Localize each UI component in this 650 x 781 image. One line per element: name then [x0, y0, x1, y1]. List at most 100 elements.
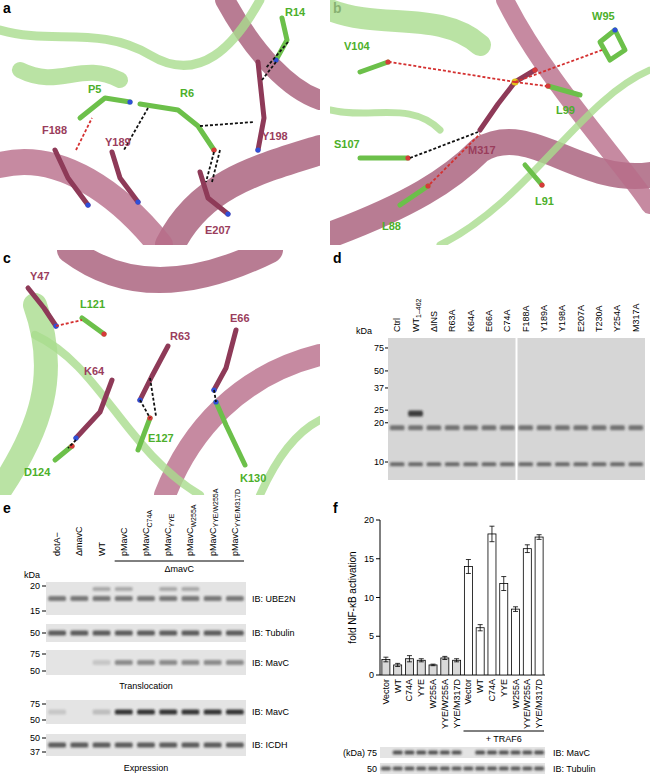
error-cap: [442, 659, 447, 660]
band: [226, 743, 244, 748]
marker-label: 20: [374, 418, 384, 428]
residue-label: K64: [84, 365, 105, 377]
error-cap: [537, 539, 542, 540]
lane-label: K64A: [466, 310, 476, 332]
lane-text: T230A: [594, 305, 604, 332]
stick: [200, 172, 228, 214]
atom: [425, 183, 430, 188]
marker-tick: [42, 586, 46, 587]
error-cap: [513, 611, 518, 612]
blot-strip: [46, 650, 246, 675]
band: [159, 587, 177, 591]
band: [159, 743, 177, 748]
atom: [532, 67, 537, 72]
structure-art: [0, 0, 320, 245]
band: [93, 743, 111, 748]
error-line: [480, 625, 481, 631]
band: [159, 631, 177, 636]
structure-art: [330, 0, 650, 245]
bar: [523, 549, 531, 675]
error-cap: [419, 658, 424, 659]
error-cap: [501, 576, 506, 577]
lane-text: pMavC: [208, 527, 218, 556]
blot-strip: [46, 582, 246, 615]
y-tick: [376, 675, 380, 676]
lane-text: K64A: [466, 310, 476, 332]
error-cap: [537, 534, 542, 535]
band: [226, 596, 244, 601]
band: [182, 710, 200, 715]
error-cap: [395, 666, 400, 667]
band: [592, 425, 607, 430]
stick: [216, 402, 245, 465]
residue-label: R14: [285, 6, 306, 18]
lane-text: F188A: [521, 305, 531, 332]
residue-label: W95: [592, 10, 615, 22]
band: [115, 743, 133, 748]
marker-tick: [42, 704, 46, 705]
marker-label: 15: [30, 606, 40, 616]
marker-label: 50: [30, 733, 40, 743]
band: [93, 587, 111, 591]
band: [204, 596, 222, 601]
error-bar: [525, 545, 530, 553]
gel: [388, 338, 645, 480]
residue-label: M317: [468, 144, 496, 156]
lane-text: pMavC: [141, 527, 151, 556]
band: [555, 462, 570, 466]
band: [573, 425, 588, 430]
band: [500, 425, 515, 430]
band: [204, 743, 222, 748]
bar: [476, 628, 484, 675]
marker-label: 50: [30, 628, 40, 638]
lane-label: F188A: [521, 305, 531, 332]
band: [445, 462, 460, 466]
atom: [101, 331, 106, 336]
error-cap: [501, 590, 506, 591]
ribbon: [35, 335, 200, 495]
bar: [441, 658, 449, 675]
unit: (kDa): [343, 748, 365, 758]
unit: kDa: [24, 570, 40, 580]
lane-label: Ctrl: [392, 318, 402, 332]
lane-label: ΔINS: [429, 311, 439, 332]
figure: abcdefR14P5R6Y198F188Y189E207W95V104L99M…: [0, 0, 650, 781]
band: [204, 631, 222, 636]
band: [537, 425, 552, 430]
error-line: [456, 659, 457, 662]
marker-label: 25: [374, 405, 384, 415]
marker-tick: [385, 410, 388, 411]
band: [427, 462, 442, 466]
band: [475, 767, 485, 771]
band: [628, 425, 643, 430]
atom: [211, 147, 216, 152]
blot-label: IB: ICDH: [252, 740, 288, 750]
band: [393, 751, 403, 755]
band: [204, 710, 222, 715]
error-cap: [466, 573, 471, 574]
panel-letter: c: [3, 250, 11, 266]
stick: [76, 380, 112, 438]
bar: [429, 665, 437, 675]
residue-label: P5: [88, 83, 101, 95]
band: [482, 462, 497, 466]
band: [408, 462, 423, 466]
x-tick-label: W255A: [428, 679, 438, 709]
residue-label: E127: [148, 432, 174, 444]
band: [70, 631, 88, 636]
band: [440, 767, 450, 771]
lane-label: dotA−: [52, 532, 62, 556]
residue-label: L91: [535, 195, 554, 207]
lane-text: E207A: [576, 305, 586, 332]
band: [405, 767, 415, 771]
band: [487, 751, 497, 755]
band: [511, 751, 521, 755]
h-bond: [206, 152, 214, 182]
error-cap: [407, 655, 412, 656]
x-tick-label: W255A: [511, 679, 521, 709]
band: [48, 710, 66, 715]
error-bar: [489, 526, 494, 542]
h-bond: [430, 134, 480, 184]
lane-sub: YYE/W255A: [212, 488, 219, 527]
band: [573, 462, 588, 466]
